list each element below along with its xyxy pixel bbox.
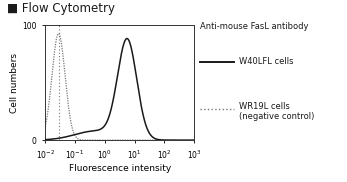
X-axis label: Fluorescence intensity: Fluorescence intensity xyxy=(69,164,171,173)
Text: ■ Flow Cytometry: ■ Flow Cytometry xyxy=(7,2,115,15)
Y-axis label: Cell numbers: Cell numbers xyxy=(10,53,19,113)
Text: W40LFL cells: W40LFL cells xyxy=(239,57,294,66)
Text: Anti-mouse FasL antibody: Anti-mouse FasL antibody xyxy=(200,22,308,31)
Text: WR19L cells
(negative control): WR19L cells (negative control) xyxy=(239,102,315,121)
